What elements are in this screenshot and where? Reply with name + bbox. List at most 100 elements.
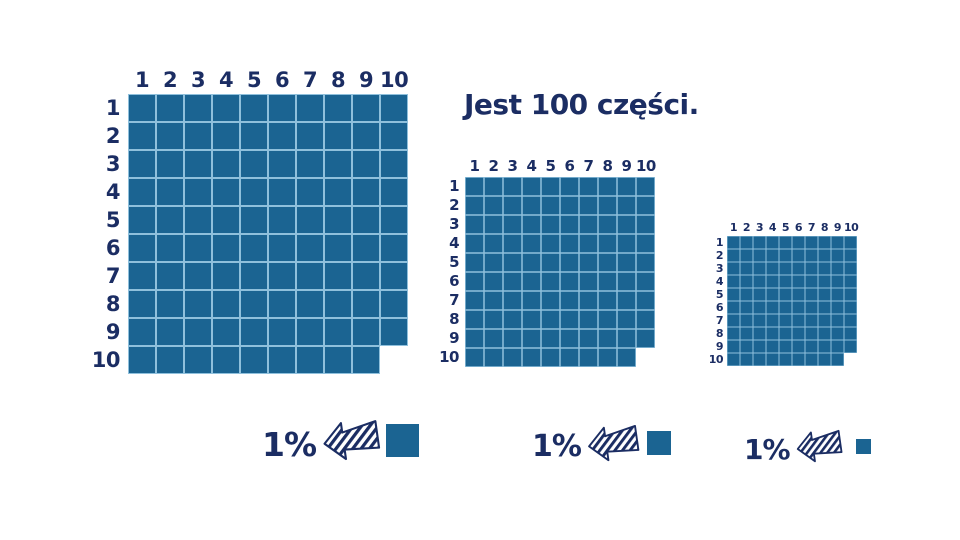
grid-cell — [324, 234, 352, 262]
grid-cell — [503, 234, 522, 253]
grid-cell — [484, 291, 503, 310]
grid-cell — [522, 196, 541, 215]
grid-cell — [296, 150, 324, 178]
grid-cell — [792, 288, 805, 301]
grid-cell — [296, 206, 324, 234]
grid-cell — [465, 234, 484, 253]
grid-row: 7 — [703, 314, 857, 327]
grid-cell — [636, 329, 655, 348]
grid-cell — [522, 291, 541, 310]
grid-cell — [617, 234, 636, 253]
percent-caption-large: 1% — [262, 419, 420, 464]
grid-cell — [503, 329, 522, 348]
grid-cell — [212, 318, 240, 346]
grid-cell — [184, 150, 212, 178]
grid-cell — [380, 178, 408, 206]
grid-cell — [156, 178, 184, 206]
grid-cell — [324, 150, 352, 178]
grid-row: 10 — [84, 346, 408, 374]
column-label: 1 — [729, 221, 738, 234]
grid-cell — [465, 348, 484, 367]
grid-cell — [579, 310, 598, 329]
grid-cell — [541, 272, 560, 291]
grid-cell — [352, 178, 380, 206]
grid-cell — [296, 262, 324, 290]
grid-cell — [636, 196, 655, 215]
grid-cell — [240, 346, 268, 374]
hundred-grid-large: 1 2 3 4 5 6 7 8 9 10 1 2 3 4 5 6 7 8 9 10 — [84, 66, 409, 374]
grid-cell — [212, 234, 240, 262]
grid-cell — [598, 272, 617, 291]
grid-cell — [598, 196, 617, 215]
row-label: 2 — [105, 124, 121, 148]
grid-row: 9 — [433, 329, 655, 348]
column-label: 10 — [844, 221, 859, 234]
grid-cell — [484, 329, 503, 348]
grid-cell — [792, 262, 805, 275]
grid-cell — [844, 301, 857, 314]
grid-row: 4 — [84, 178, 408, 206]
row-label: 9 — [105, 320, 121, 344]
grid-cell — [522, 348, 541, 367]
grid-cell — [805, 249, 818, 262]
grid-cell — [818, 275, 831, 288]
column-label: 5 — [545, 157, 556, 175]
column-label: 6 — [564, 157, 575, 175]
grid-cell — [541, 234, 560, 253]
grid-cell — [753, 301, 766, 314]
grid-cell — [818, 327, 831, 340]
grid-cell — [560, 215, 579, 234]
grid-cell — [268, 318, 296, 346]
grid-cell — [779, 353, 792, 366]
percent-label: 1% — [262, 424, 317, 464]
row-label: 7 — [105, 264, 121, 288]
grid-cell — [324, 318, 352, 346]
grid-cell — [465, 272, 484, 291]
column-label: 9 — [358, 68, 374, 92]
grid-cell — [128, 318, 156, 346]
grid-cell — [156, 262, 184, 290]
grid-cell — [617, 310, 636, 329]
grid-cell — [128, 346, 156, 374]
row-label: 3 — [715, 262, 724, 275]
grid-cell — [617, 177, 636, 196]
grid-cell — [727, 353, 740, 366]
striped-arrow-left-icon — [796, 429, 843, 463]
grid-cell — [296, 234, 324, 262]
grid-cell — [240, 94, 268, 122]
grid-cell — [352, 318, 380, 346]
column-label: 7 — [583, 157, 594, 175]
grid-cell — [579, 177, 598, 196]
grid-cell — [766, 236, 779, 249]
grid-cell — [484, 272, 503, 291]
grid-cell — [753, 275, 766, 288]
row-label: 4 — [449, 234, 459, 252]
grid-cell — [740, 327, 753, 340]
grid-cell — [636, 177, 655, 196]
grid-cell — [818, 353, 831, 366]
grid-cell — [740, 314, 753, 327]
grid-cell — [268, 346, 296, 374]
grid-cell — [831, 301, 844, 314]
grid-cell — [560, 348, 579, 367]
row-label: 6 — [105, 236, 121, 260]
grid-row: 6 — [433, 272, 655, 291]
grid-cell — [753, 288, 766, 301]
grid-cell — [156, 122, 184, 150]
column-label: 2 — [162, 68, 178, 92]
grid-cell — [844, 262, 857, 275]
grid-row: 1 — [84, 94, 408, 122]
column-labels: 1 2 3 4 5 6 7 8 9 10 — [727, 220, 859, 236]
grid-row: 5 — [433, 253, 655, 272]
grid-cell — [598, 215, 617, 234]
grid-cell — [617, 272, 636, 291]
row-label: 4 — [715, 275, 724, 288]
row-label: 2 — [715, 249, 724, 262]
column-label: 3 — [507, 157, 518, 175]
grid-cell — [727, 275, 740, 288]
grid-cell — [579, 234, 598, 253]
hundred-grid-medium: 1 2 3 4 5 6 7 8 9 10 1 2 3 4 5 6 7 8 9 10 — [433, 156, 656, 367]
grid-cell — [212, 150, 240, 178]
row-label: 9 — [715, 340, 724, 353]
